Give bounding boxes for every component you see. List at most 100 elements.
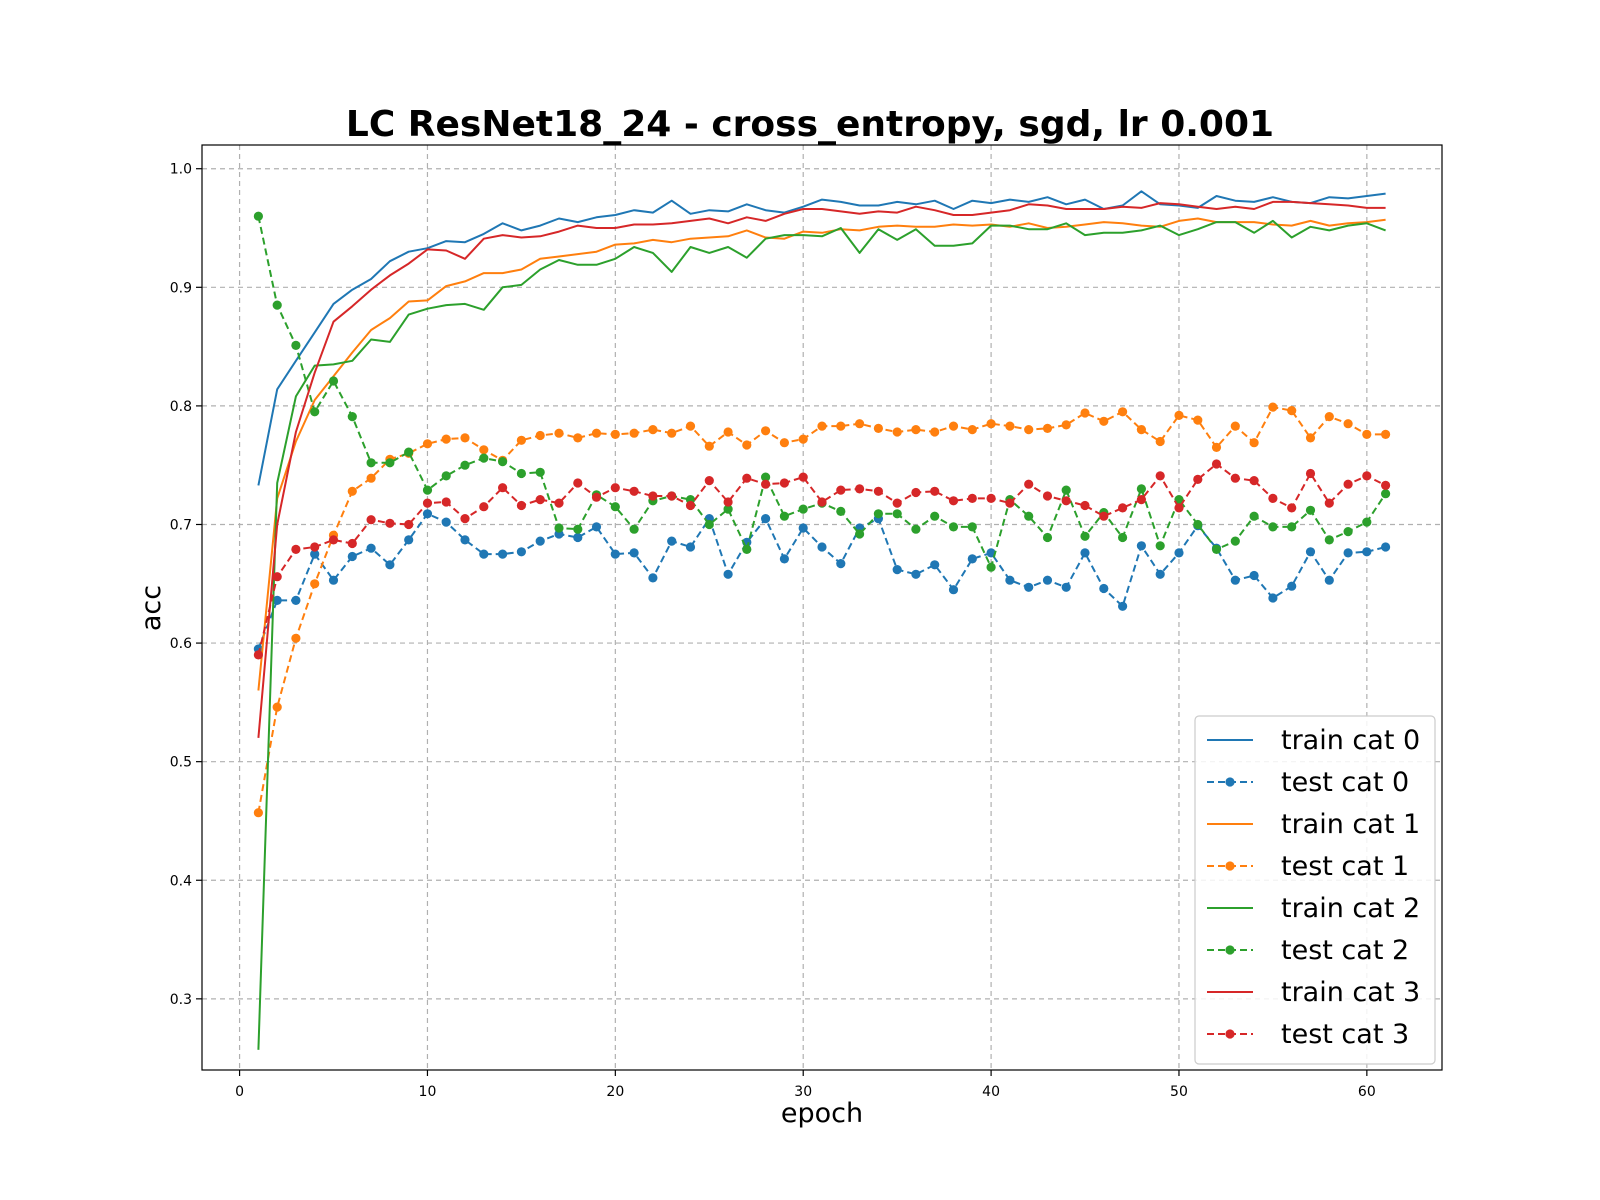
- data-point-test-cat-2: [310, 407, 320, 417]
- data-point-test-cat-2: [1324, 535, 1334, 545]
- data-point-test-cat-3: [986, 493, 996, 503]
- data-point-test-cat-0: [1118, 601, 1128, 611]
- x-tick-label: 10: [419, 1084, 437, 1100]
- data-point-test-cat-3: [1362, 471, 1372, 481]
- data-point-test-cat-1: [516, 435, 527, 445]
- data-point-test-cat-3: [779, 478, 790, 488]
- data-point-test-cat-1: [948, 421, 959, 431]
- data-point-test-cat-3: [1193, 474, 1203, 484]
- data-point-test-cat-1: [1005, 421, 1015, 431]
- data-point-test-cat-2: [1061, 485, 1071, 495]
- data-point-test-cat-2: [798, 504, 808, 514]
- data-point-test-cat-1: [347, 486, 357, 496]
- data-point-test-cat-0: [967, 554, 977, 564]
- data-point-test-cat-2: [855, 529, 865, 539]
- data-point-test-cat-2: [573, 524, 583, 534]
- data-point-test-cat-1: [1080, 408, 1090, 418]
- data-point-test-cat-1: [441, 434, 451, 444]
- data-point-test-cat-3: [310, 542, 320, 552]
- x-tick-label: 20: [606, 1084, 624, 1100]
- data-point-test-cat-2: [742, 544, 752, 555]
- data-point-test-cat-1: [610, 429, 620, 439]
- data-point-test-cat-0: [1249, 570, 1259, 581]
- data-point-test-cat-2: [366, 458, 376, 468]
- data-point-test-cat-1: [855, 419, 865, 429]
- data-point-test-cat-0: [798, 523, 808, 533]
- data-point-test-cat-1: [986, 419, 996, 429]
- data-point-test-cat-3: [328, 535, 339, 545]
- data-point-test-cat-2: [704, 519, 714, 530]
- data-point-test-cat-3: [911, 487, 921, 498]
- x-tick-label: 40: [982, 1084, 1000, 1100]
- y-tick-label: 0.7: [170, 517, 192, 533]
- data-point-test-cat-1: [1324, 412, 1334, 422]
- data-point-test-cat-1: [422, 439, 433, 449]
- data-point-test-cat-3: [1305, 468, 1316, 479]
- data-point-test-cat-3: [1211, 459, 1222, 469]
- series-test-cat-1: [253, 402, 1391, 818]
- data-point-test-cat-2: [1268, 522, 1278, 532]
- data-point-test-cat-2: [1024, 511, 1034, 521]
- data-point-test-cat-2: [460, 460, 470, 470]
- data-point-test-cat-1: [1136, 425, 1146, 435]
- data-point-test-cat-0: [648, 573, 658, 583]
- data-point-test-cat-3: [535, 495, 545, 505]
- legend-label: train cat 2: [1281, 893, 1420, 924]
- data-point-test-cat-0: [1324, 575, 1334, 585]
- data-point-test-cat-1: [1305, 433, 1316, 443]
- data-point-test-cat-0: [535, 536, 545, 546]
- data-point-test-cat-0: [892, 565, 902, 575]
- data-point-test-cat-0: [573, 532, 583, 543]
- data-point-test-cat-1: [535, 430, 545, 441]
- data-point-test-cat-3: [1230, 473, 1240, 483]
- data-point-test-cat-3: [930, 486, 940, 496]
- data-point-test-cat-3: [892, 498, 902, 508]
- data-point-test-cat-3: [1024, 479, 1034, 489]
- data-point-test-cat-3: [761, 479, 771, 489]
- data-point-test-cat-3: [1061, 496, 1071, 506]
- data-point-test-cat-0: [610, 549, 620, 559]
- data-point-test-cat-0: [1230, 575, 1240, 585]
- data-point-test-cat-0: [1268, 593, 1278, 603]
- data-point-test-cat-1: [723, 427, 733, 437]
- data-point-test-cat-2: [291, 340, 301, 350]
- data-point-test-cat-3: [253, 650, 263, 660]
- series-train-cat-2: [257, 219, 1386, 1050]
- data-point-test-cat-0: [779, 554, 790, 564]
- legend-marker-test-cat-2: [1225, 945, 1235, 955]
- data-point-test-cat-1: [911, 425, 921, 435]
- data-point-test-cat-3: [667, 491, 677, 501]
- legend-label: test cat 3: [1281, 1019, 1409, 1050]
- series-test-cat-3: [253, 459, 1391, 660]
- data-point-test-cat-2: [498, 457, 508, 467]
- data-point-test-cat-3: [704, 476, 714, 486]
- data-point-test-cat-2: [535, 467, 545, 477]
- data-point-test-cat-3: [1155, 471, 1165, 481]
- data-point-test-cat-1: [629, 428, 639, 438]
- legend-label: test cat 2: [1281, 935, 1409, 966]
- y-tick-label: 0.4: [170, 873, 192, 889]
- data-point-test-cat-0: [1080, 548, 1090, 558]
- data-point-test-cat-0: [1099, 583, 1109, 594]
- data-point-test-cat-1: [1362, 429, 1372, 439]
- data-point-test-cat-2: [986, 562, 996, 572]
- y-tick-label: 0.5: [170, 755, 192, 771]
- data-point-test-cat-0: [591, 522, 602, 532]
- data-point-test-cat-1: [1099, 416, 1109, 426]
- data-point-test-cat-1: [648, 425, 658, 435]
- data-point-test-cat-3: [1249, 476, 1259, 486]
- data-point-test-cat-1: [1230, 421, 1240, 431]
- data-point-test-cat-0: [930, 560, 940, 570]
- data-point-test-cat-3: [629, 486, 639, 496]
- y-tick-label: 0.3: [170, 992, 192, 1008]
- data-point-test-cat-1: [817, 421, 827, 431]
- data-point-test-cat-0: [911, 569, 921, 579]
- data-point-test-cat-3: [1118, 503, 1128, 513]
- data-point-test-cat-1: [366, 473, 376, 483]
- legend-box: [1194, 715, 1436, 1065]
- legend-marker-test-cat-0: [1225, 777, 1235, 787]
- data-point-test-cat-3: [1099, 511, 1109, 521]
- data-point-test-cat-3: [742, 473, 752, 483]
- data-point-test-cat-3: [610, 483, 620, 493]
